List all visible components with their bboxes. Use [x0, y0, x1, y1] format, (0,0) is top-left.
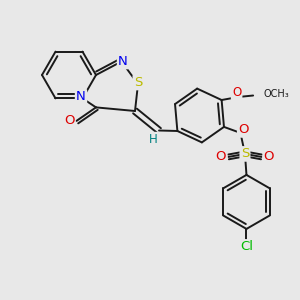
Text: S: S — [241, 147, 249, 161]
Text: O: O — [232, 86, 241, 99]
Text: H: H — [148, 133, 158, 146]
Text: OCH₃: OCH₃ — [264, 89, 290, 99]
Text: O: O — [216, 150, 226, 164]
Text: O: O — [264, 150, 274, 164]
Text: N: N — [76, 90, 86, 104]
Text: O: O — [64, 114, 74, 128]
Text: O: O — [238, 123, 249, 136]
Text: Cl: Cl — [240, 240, 253, 254]
Text: N: N — [118, 55, 128, 68]
Text: S: S — [134, 76, 142, 89]
